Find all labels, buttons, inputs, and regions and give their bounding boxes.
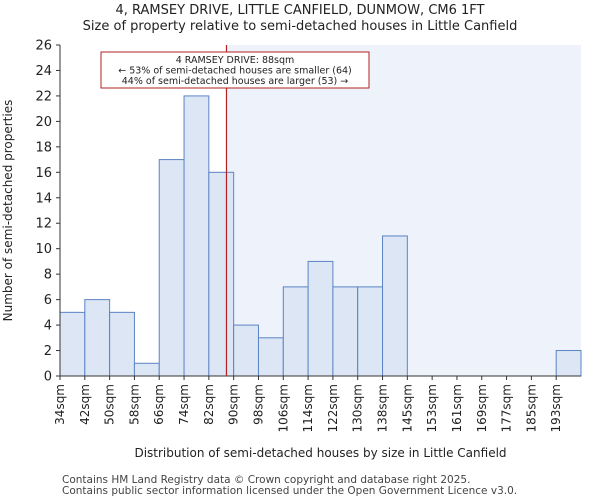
x-tick-label: 114sqm [301,384,315,432]
y-tick-label: 16 [35,166,52,181]
x-tick-label: 106sqm [276,384,290,432]
footer-copyright: Contains HM Land Registry data © Crown c… [62,474,471,486]
x-tick-label: 34sqm [53,384,67,425]
x-tick-label: 153sqm [425,384,439,432]
bar-114sqm [307,260,334,377]
bar-138sqm [382,235,408,377]
annotation-larger: 44% of semi-detached houses are larger (… [122,76,349,87]
bar-42sqm [84,299,111,377]
x-tick-label: 50sqm [103,384,117,425]
annotation-box [100,51,370,89]
x-tick-label: 98sqm [251,384,265,425]
y-tick-label: 10 [35,242,52,257]
annotation-smaller: ← 53% of semi-detached houses are smalle… [118,66,352,77]
chart-subtitle: Size of property relative to semi-detach… [82,19,518,34]
bar-193sqm [555,350,582,377]
y-tick-label: 18 [35,140,52,155]
x-tick-label: 66sqm [152,384,166,425]
y-tick-label: 6 [44,293,52,308]
footer-licence: Contains public sector information licen… [62,485,518,497]
x-tick-label: 82sqm [202,384,216,425]
bar-58sqm [133,362,160,377]
x-tick-label: 177sqm [500,384,514,432]
x-tick-label: 58sqm [127,384,141,425]
y-tick-label: 2 [44,344,52,359]
x-axis-title: Distribution of semi-detached houses by … [134,446,506,460]
y-tick-label: 22 [35,89,52,104]
x-tick-label: 90sqm [227,384,241,425]
y-tick-label: 26 [35,39,52,54]
y-tick-label: 20 [35,115,52,130]
y-tick-label: 0 [44,370,52,385]
bar-66sqm [158,159,185,377]
x-tick-label: 122sqm [326,384,340,432]
bar-90sqm [233,324,259,377]
y-tick-label: 24 [35,64,52,79]
x-tick-label: 169sqm [475,384,489,432]
x-tick-label: 74sqm [177,384,191,425]
x-tick-label: 161sqm [450,384,464,432]
bar-98sqm [257,337,284,377]
y-tick-label: 14 [35,191,52,206]
y-tick-label: 4 [44,319,52,334]
bar-106sqm [282,286,309,377]
bar-34sqm [59,311,86,377]
x-tick-label: 145sqm [400,384,414,432]
x-tick-label: 185sqm [524,384,538,432]
y-tick-label: 12 [35,217,52,232]
x-tick-label: 138sqm [376,384,390,432]
y-tick-label: 8 [44,268,52,283]
bar-130sqm [357,286,384,377]
bar-122sqm [332,286,359,377]
bar-50sqm [109,311,135,377]
x-tick-label: 130sqm [351,384,365,432]
y-axis-title: Number of semi-detached properties [1,100,15,322]
x-tick-label: 42sqm [78,384,92,425]
bar-74sqm [183,95,210,377]
chart-title: 4, RAMSEY DRIVE, LITTLE CANFIELD, DUNMOW… [115,3,485,18]
x-tick-label: 193sqm [549,384,563,432]
annotation-title: 4 RAMSEY DRIVE: 88sqm [176,55,295,66]
bar-82sqm [208,171,235,377]
